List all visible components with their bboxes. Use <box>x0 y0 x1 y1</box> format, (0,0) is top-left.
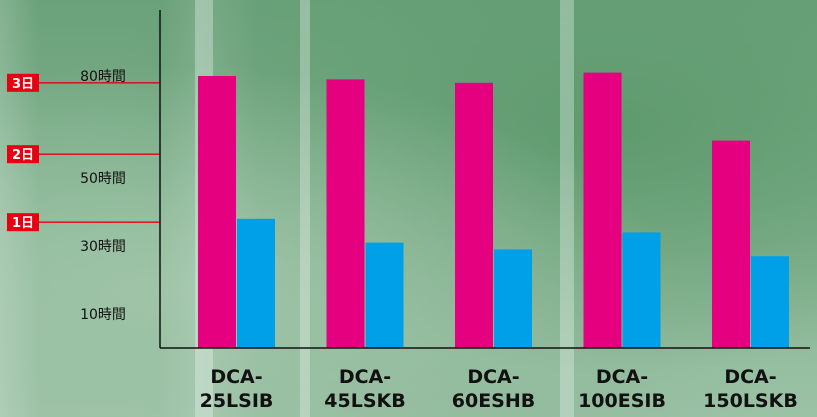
bar <box>326 79 365 349</box>
x-tick-label: DCA- <box>339 366 391 388</box>
category-labels: DCA-25LSIBDCA-45LSKBDCA-60ESHBDCA-100ESI… <box>200 366 798 412</box>
day-marker-label: 1日 <box>12 216 34 231</box>
y-tick-label: 50時間 <box>80 171 126 187</box>
x-tick-label: 25LSIB <box>200 390 274 412</box>
bar <box>712 140 750 348</box>
background-tree-trunk <box>300 0 310 417</box>
bar <box>751 256 789 348</box>
bar <box>622 232 661 348</box>
y-tick-labels: 10時間 30時間 50時間 80時間 <box>80 69 126 323</box>
day-marker-label: 3日 <box>12 77 34 92</box>
x-tick-label: DCA- <box>724 366 776 388</box>
y-tick-label: 80時間 <box>80 69 126 85</box>
day-markers: 3日 2日 1日 <box>7 73 160 232</box>
x-tick-label: DCA- <box>210 366 262 388</box>
y-tick-label: 10時間 <box>80 307 126 323</box>
x-tick-label: 45LSKB <box>324 390 405 412</box>
day-marker-label: 2日 <box>12 148 34 163</box>
bar <box>494 249 532 348</box>
y-tick-label: 30時間 <box>80 239 126 255</box>
background-tree-trunk <box>560 0 574 417</box>
day-marker-badge <box>7 73 39 92</box>
x-tick-label: 100ESIB <box>578 390 666 412</box>
bar <box>583 72 622 348</box>
bar <box>455 82 493 349</box>
bar <box>237 218 275 348</box>
x-tick-label: 60ESHB <box>452 390 536 412</box>
bar <box>365 242 404 348</box>
day-marker-badge <box>7 213 39 232</box>
bar <box>198 76 236 348</box>
x-tick-label: DCA- <box>467 366 519 388</box>
bars <box>198 72 789 349</box>
day-marker-badge <box>7 145 39 164</box>
x-tick-label: 150LSKB <box>703 390 798 412</box>
x-tick-label: DCA- <box>596 366 648 388</box>
